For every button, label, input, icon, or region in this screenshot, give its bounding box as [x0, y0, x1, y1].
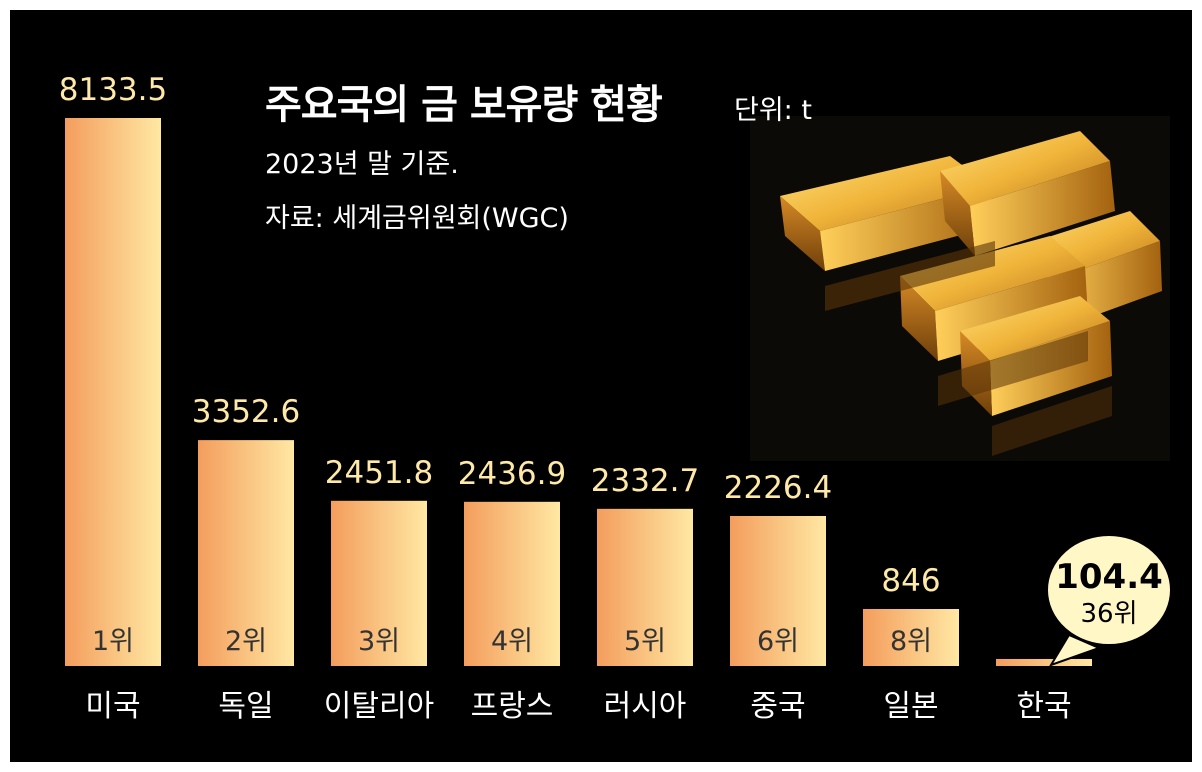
bar-1 [65, 118, 161, 666]
category-label: 이탈리아 [324, 689, 434, 724]
rank-label: 36위 [1080, 599, 1137, 629]
value-label: 2436.9 [458, 456, 566, 492]
value-label: 2332.7 [591, 463, 699, 499]
rank-label: 6위 [757, 626, 799, 657]
rank-label: 8위 [890, 626, 932, 657]
gold-bars-icon [750, 116, 1170, 461]
bar-2 [198, 440, 294, 666]
rank-label: 4위 [491, 626, 533, 657]
bar-6 [730, 515, 826, 666]
callout-bubble [1046, 534, 1172, 646]
category-label: 중국 [750, 689, 805, 724]
rank-label: 5위 [624, 626, 666, 657]
value-label: 2451.8 [325, 455, 433, 491]
rank-label: 1위 [92, 626, 134, 657]
value-label: 846 [881, 563, 940, 599]
category-label: 한국 [1016, 689, 1071, 724]
value-label: 104.4 [1055, 557, 1163, 597]
category-label: 일본 [883, 689, 938, 724]
source-label: 자료: 세계금위원회(WGC) [265, 203, 569, 234]
bar-4 [464, 501, 560, 666]
category-label: 미국 [85, 689, 140, 724]
chart-title: 주요국의 금 보유량 현황 [265, 82, 663, 128]
value-label: 2226.4 [724, 470, 832, 506]
unit-label: 단위: t [734, 95, 812, 126]
bar-7 [863, 609, 959, 666]
bar-5 [597, 508, 693, 666]
category-label: 독일 [218, 689, 273, 724]
category-label: 프랑스 [471, 689, 554, 724]
value-label: 8133.5 [59, 72, 167, 108]
category-label: 러시아 [604, 689, 687, 724]
bar-3 [331, 500, 427, 666]
chart-subtitle: 2023년 말 기준. [265, 149, 459, 180]
bar-8 [996, 658, 1092, 666]
rank-label: 3위 [358, 626, 400, 657]
rank-label: 2위 [225, 626, 267, 657]
value-label: 3352.6 [192, 394, 300, 430]
